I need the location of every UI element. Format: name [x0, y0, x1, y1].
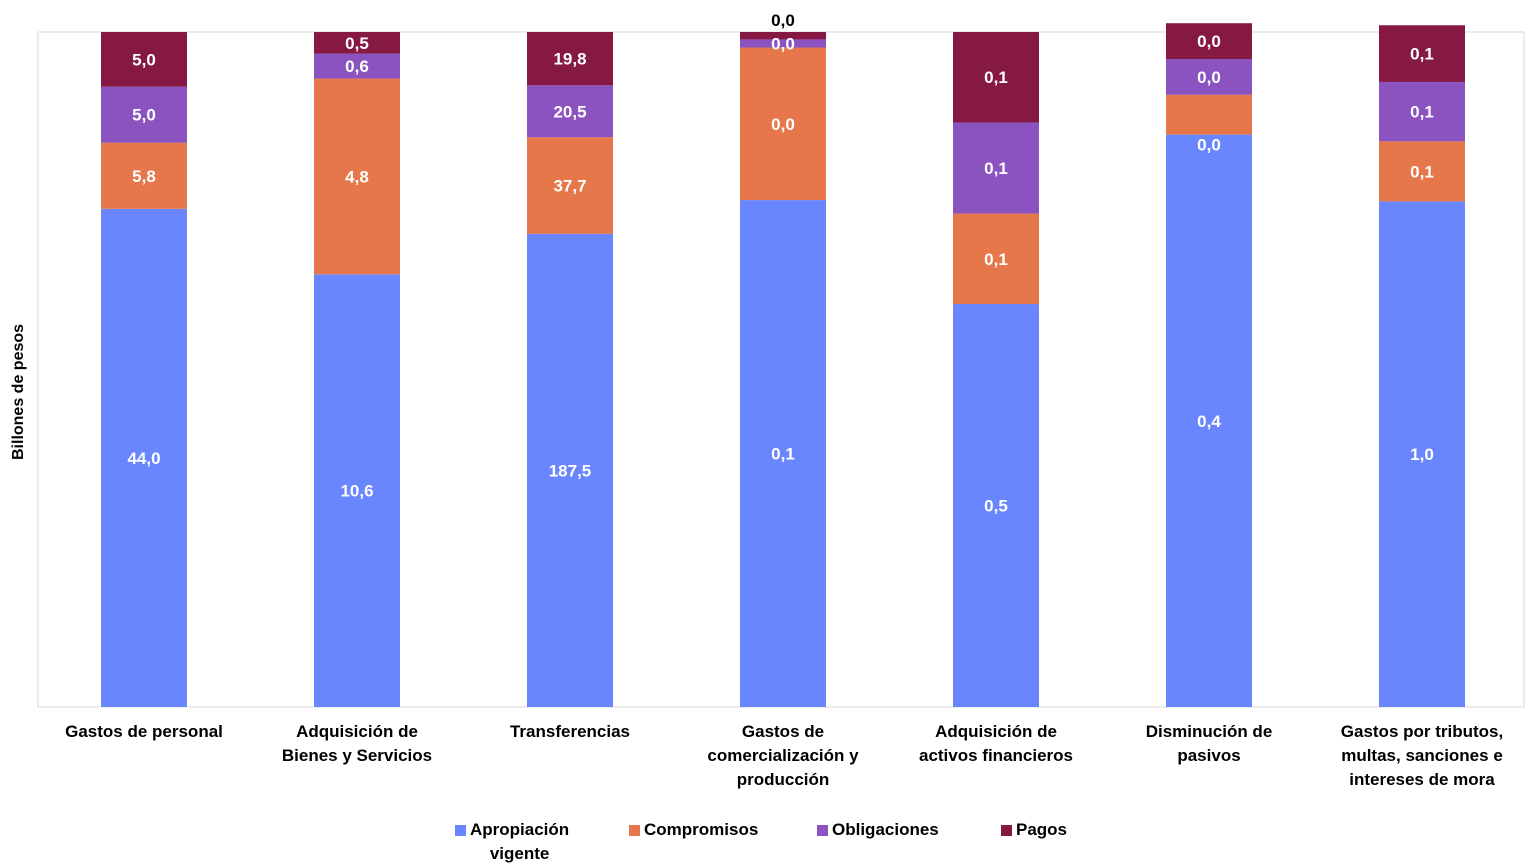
data-label: 0,1 — [984, 68, 1008, 87]
category-label: Gastos de personal — [65, 722, 223, 741]
legend-label: Compromisos — [644, 820, 759, 839]
category-label: Transferencias — [509, 722, 630, 741]
stacked-bar-chart: 44,0 5,8 5,0 5,0 10,6 4,8 0,6 0,5 187,5 37,7 20,5 1… — [37, 11, 1525, 708]
legend-swatch — [629, 825, 640, 836]
bar-segment — [953, 122, 1039, 214]
data-label: 0,4 — [1197, 412, 1221, 431]
bar-segment — [953, 304, 1039, 707]
bar-segment — [740, 47, 826, 201]
data-label: 0,0 — [1197, 32, 1221, 51]
data-label: 0,1 — [1410, 45, 1434, 64]
data-label: 0,0 — [1197, 136, 1221, 155]
bar-segment — [953, 32, 1039, 123]
data-label: 4,8 — [345, 167, 369, 186]
data-label: 5,0 — [132, 50, 156, 69]
category-label: Disminución de pasivos — [1145, 722, 1273, 765]
bar-segment — [314, 53, 400, 79]
legend-item: Apropiación vigente — [455, 818, 569, 866]
bar-segment — [527, 32, 613, 86]
bar-segment — [1166, 23, 1252, 60]
data-label: 0,1 — [984, 250, 1008, 269]
data-label: 0,0 — [771, 115, 795, 134]
bar-segment — [527, 85, 613, 138]
category-label: Adquisición de activos financieros — [918, 722, 1073, 765]
bar-segment — [1379, 141, 1465, 202]
bar-segment — [314, 78, 400, 275]
bar-segment — [953, 213, 1039, 305]
category-label: Adquisición de Bienes y Servicios — [281, 722, 433, 765]
bar-segment — [101, 208, 187, 707]
legend-swatch — [817, 825, 828, 836]
bar-segment — [1379, 81, 1465, 142]
bar-segment — [314, 32, 400, 54]
data-label: 0,6 — [345, 57, 369, 76]
y-axis-label: Billones de pesos — [10, 323, 27, 460]
legend-swatch — [455, 825, 466, 836]
legend-swatch — [1001, 825, 1012, 836]
bar-segment — [101, 86, 187, 143]
data-label: 0,1 — [984, 159, 1008, 178]
bar-segment — [1166, 59, 1252, 95]
bar-segment — [314, 274, 400, 707]
data-label: 0,5 — [984, 497, 1008, 516]
legend-label: Apropiación vigente — [470, 820, 570, 863]
category-label: Gastos de comercialización y producción — [707, 722, 859, 789]
data-label: 0,0 — [771, 11, 795, 30]
data-label: 19,8 — [553, 50, 586, 69]
legend-label: Obligaciones — [832, 820, 939, 839]
bar-segment — [101, 32, 187, 87]
data-label: 0,1 — [1410, 162, 1434, 181]
legend-item: Compromisos — [629, 818, 758, 842]
bar-segment — [1166, 134, 1252, 708]
data-label: 5,0 — [132, 106, 156, 125]
data-label: 0,1 — [1410, 103, 1434, 122]
bar-segment — [101, 142, 187, 209]
data-label: 0,0 — [771, 34, 795, 53]
data-label: 20,5 — [553, 102, 586, 121]
legend-item: Obligaciones — [817, 818, 939, 842]
legend: Apropiación vigente Compromisos Obligacione… — [0, 818, 1526, 864]
legend-item: Pagos — [1001, 818, 1067, 842]
legend-label: Pagos — [1016, 820, 1068, 839]
bar-segment — [527, 233, 613, 707]
data-label: 0,1 — [771, 445, 795, 464]
bar-segment — [1379, 25, 1465, 82]
bar-segment — [1166, 94, 1252, 135]
bar-segment — [740, 39, 826, 48]
bar-segment — [740, 200, 826, 707]
data-label: 1,0 — [1410, 445, 1434, 464]
bar-segment — [1379, 201, 1465, 708]
bar-segment — [740, 32, 826, 40]
data-label: 44,0 — [127, 449, 160, 468]
bar-segment — [527, 137, 613, 234]
data-label: 10,6 — [340, 482, 373, 501]
data-label: 5,8 — [132, 167, 156, 186]
data-label: 37,7 — [553, 177, 586, 196]
data-label: 187,5 — [549, 461, 592, 480]
data-label: 0,0 — [1197, 68, 1221, 87]
bars-group — [101, 23, 1465, 708]
data-label: 0,5 — [345, 34, 369, 53]
data-labels-group: 44,0 5,8 5,0 5,0 10,6 4,8 0,6 0,5 187,5 37,7 20,5 1… — [127, 11, 1433, 516]
